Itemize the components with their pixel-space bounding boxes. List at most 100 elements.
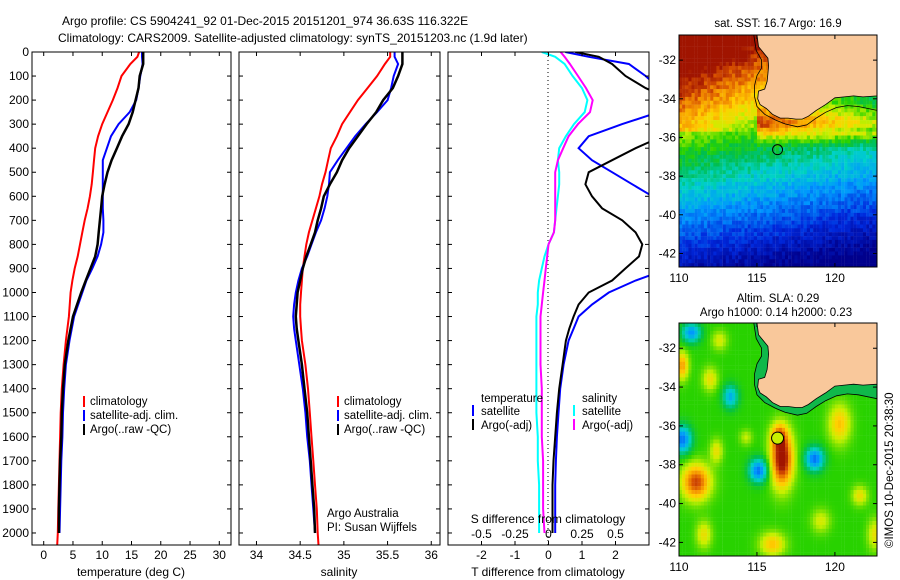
sla-cell: [753, 365, 758, 370]
sst-cell: [750, 166, 754, 171]
sst-cell: [838, 212, 842, 217]
sst-cell: [744, 62, 748, 67]
sst-cell: [738, 50, 742, 55]
sla-cell: [719, 326, 723, 331]
sst-cell: [875, 228, 877, 233]
sst-cell: [703, 220, 708, 225]
sst-cell: [750, 50, 754, 55]
lat-tick-label: -34: [659, 92, 677, 106]
sst-cell: [694, 77, 698, 82]
sst-cell: [753, 228, 758, 233]
sst-cell: [750, 220, 754, 225]
sst-cell: [800, 166, 804, 171]
x-tick-label: 10: [96, 548, 110, 562]
sst-cell: [744, 174, 748, 179]
sst-cell: [682, 35, 686, 40]
sla-cell: [694, 350, 698, 355]
sst-cell: [816, 112, 820, 117]
sst-cell: [703, 89, 708, 94]
sst-cell: [788, 189, 792, 194]
sst-cell: [716, 151, 720, 156]
sst-cell: [769, 239, 773, 244]
sst-cell: [859, 154, 864, 159]
sst-cell: [850, 259, 854, 264]
sla-cell: [735, 330, 739, 335]
sst-cell: [741, 89, 745, 94]
sst-cell: [838, 131, 842, 136]
sst-cell: [838, 201, 842, 206]
sst-cell: [725, 193, 730, 198]
sst-cell: [763, 81, 767, 86]
sla-cell: [703, 334, 708, 339]
sst-cell: [753, 112, 758, 117]
sst-cell: [722, 251, 726, 256]
sst-cell: [803, 197, 807, 202]
sst-cell: [747, 116, 751, 121]
sst-cell: [741, 127, 745, 132]
sla-cell: [679, 342, 683, 347]
sst-cell: [772, 131, 776, 136]
sst-cell: [838, 158, 842, 163]
sst-cell: [747, 166, 751, 171]
sla-cell: [691, 342, 695, 347]
sst-cell: [710, 139, 714, 144]
sst-cell: [757, 65, 761, 70]
sst-cell: [853, 178, 857, 183]
sla-cell: [719, 334, 723, 339]
sst-cell: [863, 189, 867, 194]
sst-cell: [738, 62, 742, 67]
sst-cell: [697, 73, 701, 78]
sst-cell: [831, 158, 836, 163]
salinity-profile-panel: 34 34.5 35 35.5 36 salinity climatology sate…: [238, 51, 441, 579]
sst-cell: [766, 127, 770, 132]
sst-cell: [757, 143, 761, 148]
sla-cell: [722, 330, 726, 335]
sst-cell: [844, 263, 848, 267]
sst-cell: [875, 201, 877, 206]
sst-cell: [738, 139, 742, 144]
sst-cell: [769, 131, 773, 136]
sst-cell: [794, 239, 798, 244]
sst-cell: [741, 162, 745, 167]
sst-cell: [722, 127, 726, 132]
sst-cell: [753, 93, 758, 98]
sst-cell: [688, 35, 692, 40]
sla-cell: [716, 326, 720, 331]
sst-cell: [694, 108, 698, 113]
sst-cell: [841, 181, 845, 186]
sst-cell: [694, 38, 698, 43]
sla-cell: [697, 354, 701, 359]
sst-cell: [707, 209, 711, 214]
sst-cell: [682, 100, 686, 105]
sst-cell: [791, 197, 795, 202]
sla-cell: [691, 334, 695, 339]
sst-cell: [732, 100, 736, 105]
sst-cell: [719, 154, 723, 159]
sst-cell: [806, 154, 811, 159]
sst-cell: [685, 143, 689, 148]
sst-cell: [791, 247, 795, 252]
sst-cell: [704, 267, 707, 271]
sst-cell: [688, 189, 692, 194]
sla-cell: [716, 330, 720, 335]
sla-map-title: Altim. SLA: 0.29: [737, 293, 819, 305]
sst-cell: [778, 232, 783, 237]
sst-cell: [685, 224, 689, 229]
sla-cell: [738, 330, 742, 335]
sla-cell: [679, 361, 683, 366]
sst-cell: [797, 123, 801, 128]
sst-cell: [679, 65, 683, 70]
sst-cell: [682, 127, 686, 132]
sst-cell: [760, 127, 764, 132]
sst-cell: [850, 216, 854, 221]
sst-cell: [725, 143, 730, 148]
sst-cell: [682, 178, 686, 183]
sst-cell: [700, 224, 705, 229]
sst-cell: [853, 205, 857, 210]
sst-cell: [744, 112, 748, 117]
sst-cell: [834, 193, 839, 198]
sst-cell: [857, 267, 860, 271]
sst-cell: [872, 151, 876, 156]
sst-cell: [819, 201, 823, 206]
